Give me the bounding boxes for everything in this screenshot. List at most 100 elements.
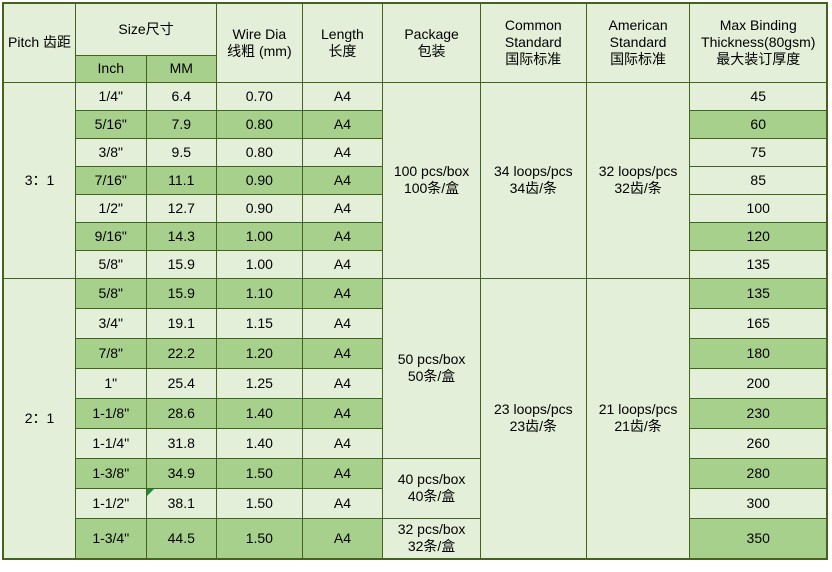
cell-max-thickness: 60 [689,109,828,139]
cell-max-thickness: 45 [689,81,828,111]
cell-max-thickness: 280 [689,457,828,489]
header-row-1: Pitch 齿距 Size尺寸 Wire Dia 线粗 (mm) Length … [2,2,828,83]
cell-max-thickness: 100 [689,193,828,223]
table-row: 5/16" 7.9 0.80 A4 60 [3,109,828,139]
cell-inch: 3/4" [75,307,147,339]
cell-mm: 12.7 [145,193,218,223]
cell-wire-dia: 1.50 [216,457,303,489]
cell-length: A4 [301,137,384,167]
cell-common-standard: 34 loops/pcs 34齿/条 [479,81,587,279]
table-row: 1-3/8" 34.9 1.50 A4 40 pcs/box 40条/盒 280 [3,457,828,519]
cell-length: A4 [301,517,384,560]
header-size: Size尺寸 [75,2,218,56]
header-mm: MM [145,54,218,83]
cell-mm: 22.2 [145,337,218,369]
cell-length: A4 [301,337,384,369]
cell-american-standard: 32 loops/pcs 32齿/条 [585,81,691,279]
cell-package-50: 50 pcs/box 50条/盒 [382,277,481,459]
cell-inch: 1-1/2" [75,487,147,519]
table-row: 9/16" 14.3 1.00 A4 120 [3,221,828,251]
cell-inch: 1-3/8" [75,457,147,489]
header-common-standard: Common Standard 国际标准 [479,2,587,83]
pitch-group-2-1: 2：1 [2,277,77,560]
cell-length: A4 [301,427,384,459]
binding-spec-table: Pitch 齿距 Size尺寸 Wire Dia 线粗 (mm) Length … [2,2,828,560]
cell-mm: 28.6 [145,397,218,429]
cell-american-standard: 21 loops/pcs 21齿/条 [585,277,691,560]
cell-max-thickness: 260 [689,427,828,459]
cell-wire-dia: 1.40 [216,397,303,429]
cell-wire-dia: 0.90 [216,193,303,223]
table-row: 3/8" 9.5 0.80 A4 75 [3,137,828,167]
cell-max-thickness: 75 [689,137,828,167]
cell-package-100: 100 pcs/box 100条/盒 [382,81,481,279]
cell-inch: 5/8" [75,277,147,309]
cell-max-thickness: 230 [689,397,828,429]
cell-max-thickness: 300 [689,487,828,519]
cell-mm: 14.3 [145,221,218,251]
table-row: 1-1/8" 28.6 1.40 A4 230 [3,397,828,429]
cell-inch: 7/8" [75,337,147,369]
cell-max-thickness: 135 [689,277,828,309]
table-row: 1/2" 12.7 0.90 A4 100 [3,193,828,223]
cell-wire-dia: 0.90 [216,165,303,195]
cell-mm: 25.4 [145,367,218,399]
cell-max-thickness: 165 [689,307,828,339]
header-max-binding: Max Binding Thickness(80gsm) 最大装订厚度 [689,2,828,83]
cell-mm: 9.5 [145,137,218,167]
cell-inch: 1/4" [75,81,147,111]
cell-mm: 34.9 [145,457,218,489]
cell-max-thickness: 200 [689,367,828,399]
cell-inch: 1/2" [75,193,147,223]
cell-inch: 5/8" [75,249,147,279]
cell-inch: 1-1/8" [75,397,147,429]
cell-length: A4 [301,397,384,429]
cell-inch: 5/16" [75,109,147,139]
cell-max-thickness: 85 [689,165,828,195]
cell-max-thickness: 180 [689,337,828,369]
group-2-1: 2：1 5/8" 15.9 1.10 A4 50 pcs/box 50条/盒 2… [2,277,828,560]
cell-mm: 38.1 [145,487,218,519]
table-row: 3：1 1/4" 6.4 0.70 A4 100 pcs/box 100条/盒 … [2,81,828,279]
cell-wire-dia: 1.25 [216,367,303,399]
cell-max-thickness: 120 [689,221,828,251]
table-row: 5/8" 15.9 1.00 A4 135 [3,249,828,279]
cell-wire-dia: 0.70 [216,81,303,111]
table-row: 2：1 5/8" 15.9 1.10 A4 50 pcs/box 50条/盒 2… [2,277,828,560]
cell-length: A4 [301,487,384,519]
cell-wire-dia: 1.50 [216,487,303,519]
cell-inch: 9/16" [75,221,147,251]
table-row: 1-1/4" 31.8 1.40 A4 260 [3,427,828,459]
cell-length: A4 [301,277,384,309]
cell-mm: 15.9 [145,249,218,279]
cell-common-standard: 23 loops/pcs 23齿/条 [479,277,587,560]
cell-wire-dia: 1.15 [216,307,303,339]
cell-inch: 3/8" [75,137,147,167]
cell-wire-dia: 1.40 [216,427,303,459]
cell-error-indicator-icon [147,489,154,496]
table-row: 1-3/4" 44.5 1.50 A4 32 pcs/box 32条/盒 350 [3,517,828,560]
cell-wire-dia: 1.10 [216,277,303,309]
cell-length: A4 [301,307,384,339]
cell-wire-dia: 1.00 [216,249,303,279]
cell-wire-dia: 0.80 [216,109,303,139]
header-length: Length 长度 [301,2,384,83]
cell-length: A4 [301,221,384,251]
header-american-standard: American Standard 国际标准 [585,2,691,83]
cell-mm: 31.8 [145,427,218,459]
cell-length: A4 [301,457,384,489]
group-3-1: 3：1 1/4" 6.4 0.70 A4 100 pcs/box 100条/盒 … [2,81,828,279]
cell-wire-dia: 0.80 [216,137,303,167]
cell-mm: 19.1 [145,307,218,339]
cell-inch: 7/16" [75,165,147,195]
cell-length: A4 [301,109,384,139]
cell-inch: 1-1/4" [75,427,147,459]
header-row-2: Inch MM [3,54,827,83]
header-pitch: Pitch 齿距 [2,2,77,83]
header-package: Package 包装 [382,2,481,83]
table-row: 3/4" 19.1 1.15 A4 165 [3,307,828,339]
header-wire-dia: Wire Dia 线粗 (mm) [216,2,303,83]
cell-package-32: 32 pcs/box 32条/盒 [382,517,481,560]
cell-inch: 1" [75,367,147,399]
